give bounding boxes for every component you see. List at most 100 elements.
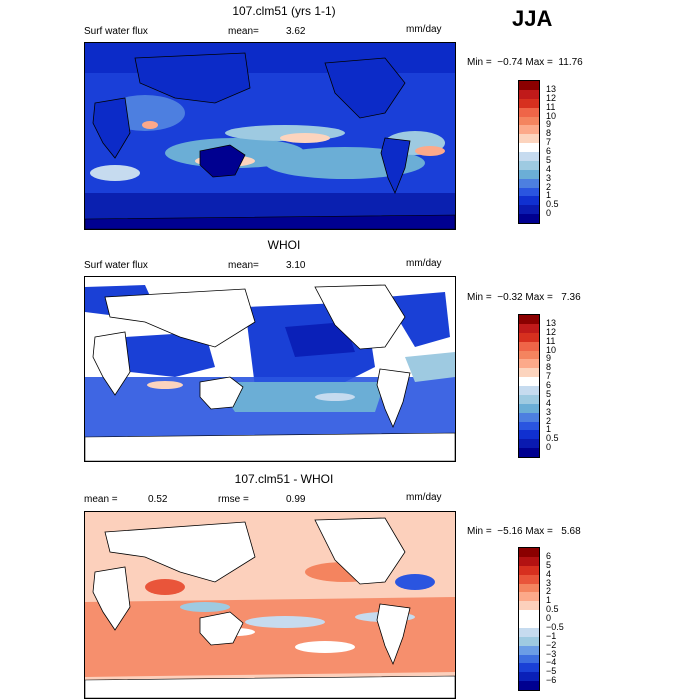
colorbar-swatch	[519, 592, 539, 602]
panel2-colorbar-labels: 13 12 11 10 9 8 7 6 5 4 3 2 1 0.5 0	[546, 314, 576, 458]
colorbar-tick-label: 2	[546, 415, 552, 426]
panel1-minmax: Min = −0.74 Max = 11.76	[467, 57, 583, 68]
colorbar-tick-label: 6	[546, 146, 552, 156]
colorbar-tick-label: 13	[546, 83, 557, 94]
colorbar-swatch	[519, 125, 539, 135]
colorbar-tick-label: 3	[546, 406, 552, 417]
colorbar-tick-label: 10	[546, 110, 557, 121]
panel2-map	[84, 276, 456, 462]
colorbar-tick-label: 5	[546, 154, 552, 165]
colorbar-swatch	[519, 412, 539, 422]
panel2-mean-value: 3.10	[286, 260, 306, 271]
panel3-colorbar	[518, 547, 540, 691]
colorbar-swatch	[519, 548, 539, 557]
colorbar-swatch	[519, 448, 539, 457]
colorbar-swatch	[519, 403, 539, 413]
colorbar-tick-label: 0	[546, 613, 552, 623]
colorbar-swatch	[519, 672, 539, 682]
colorbar-swatch	[519, 636, 539, 646]
colorbar-swatch	[519, 214, 539, 223]
panel1-mean-value: 3.62	[286, 26, 306, 37]
panel3-rmse-label: rmse =	[218, 494, 249, 505]
colorbar-tick-label: 0	[546, 208, 552, 219]
colorbar-swatch	[519, 556, 539, 566]
colorbar-tick-label: 11	[546, 101, 556, 112]
colorbar-swatch	[519, 368, 539, 378]
colorbar-tick-label: −3	[546, 648, 557, 659]
colorbar-swatch	[519, 341, 539, 351]
panel2-minmax: Min = −0.32 Max = 7.36	[467, 292, 581, 303]
colorbar-tick-label: 0.5	[546, 199, 559, 210]
colorbar-swatch	[519, 421, 539, 431]
colorbar-tick-label: 8	[546, 362, 552, 373]
colorbar-tick-label: 2	[546, 181, 552, 192]
panel3-colorbar-labels: 6 5 4 3 2 1 0.5 0 −0.5 −1 −2 −3 −4 −5 −6	[546, 547, 576, 691]
colorbar-tick-label: 6	[546, 550, 552, 561]
panel3-mean-label: mean =	[84, 494, 118, 505]
colorbar-swatch	[519, 89, 539, 99]
colorbar-swatch	[519, 610, 539, 619]
colorbar-tick-label: 8	[546, 128, 552, 139]
colorbar-swatch	[519, 386, 539, 395]
colorbar-swatch	[519, 350, 539, 360]
colorbar-tick-label: 5	[546, 388, 552, 399]
panel2-mean-label: mean=	[228, 260, 259, 271]
colorbar-tick-label: 0.5	[546, 604, 559, 615]
colorbar-swatch	[519, 627, 539, 637]
colorbar-swatch	[519, 323, 539, 333]
colorbar-swatch	[519, 187, 539, 197]
colorbar-tick-label: 3	[546, 172, 552, 183]
colorbar-swatch	[519, 143, 539, 152]
panel1-map	[84, 42, 456, 230]
colorbar-tick-label: 2	[546, 586, 552, 597]
panel1-variable: Surf water flux	[84, 26, 148, 37]
panel1-title: 107.clm51 (yrs 1-1)	[232, 4, 336, 18]
panel3-map	[84, 511, 456, 699]
colorbar-tick-label: 0	[546, 442, 552, 453]
colorbar-tick-label: 3	[546, 577, 552, 588]
season-label: JJA	[512, 6, 553, 31]
colorbar-tick-label: 1	[546, 595, 552, 606]
colorbar-swatch	[519, 430, 539, 440]
colorbar-tick-label: −5	[546, 666, 557, 677]
colorbar-swatch	[519, 81, 539, 90]
colorbar-swatch	[519, 619, 539, 628]
colorbar-tick-label: 1	[546, 190, 552, 201]
colorbar-swatch	[519, 583, 539, 593]
colorbar-tick-label: 11	[546, 335, 556, 346]
colorbar-swatch	[519, 178, 539, 188]
colorbar-tick-label: 7	[546, 371, 552, 382]
colorbar-tick-label: 9	[546, 353, 552, 364]
colorbar-swatch	[519, 205, 539, 215]
panel1-colorbar-labels: 13 12 11 10 9 8 7 6 5 4 3 2 1 0.5 0	[546, 80, 576, 224]
colorbar-tick-label: 1	[546, 424, 552, 435]
colorbar-swatch	[519, 663, 539, 673]
colorbar-tick-label: 4	[546, 163, 552, 174]
colorbar-tick-label: 4	[546, 568, 552, 579]
panel3-mean-value: 0.52	[148, 494, 168, 505]
colorbar-swatch	[519, 134, 539, 144]
colorbar-tick-label: 9	[546, 119, 552, 130]
panel3-title: 107.clm51 - WHOI	[234, 472, 334, 486]
colorbar-swatch	[519, 107, 539, 117]
panel3-units: mm/day	[406, 492, 442, 503]
colorbar-swatch	[519, 98, 539, 108]
colorbar-tick-label: 13	[546, 317, 557, 328]
colorbar-swatch	[519, 169, 539, 179]
panel2-variable: Surf water flux	[84, 260, 148, 271]
colorbar-tick-label: −1	[546, 630, 557, 641]
colorbar-swatch	[519, 315, 539, 324]
colorbar-swatch	[519, 645, 539, 655]
colorbar-tick-label: 7	[546, 137, 552, 148]
panel2-units: mm/day	[406, 258, 442, 269]
colorbar-swatch	[519, 439, 539, 449]
panel1-units: mm/day	[406, 24, 442, 35]
panel1-mean-label: mean=	[228, 26, 259, 37]
colorbar-swatch	[519, 152, 539, 161]
colorbar-swatch	[519, 394, 539, 404]
colorbar-swatch	[519, 196, 539, 206]
colorbar-swatch	[519, 574, 539, 584]
colorbar-swatch	[519, 565, 539, 575]
panel2-colorbar	[518, 314, 540, 458]
colorbar-swatch	[519, 116, 539, 126]
